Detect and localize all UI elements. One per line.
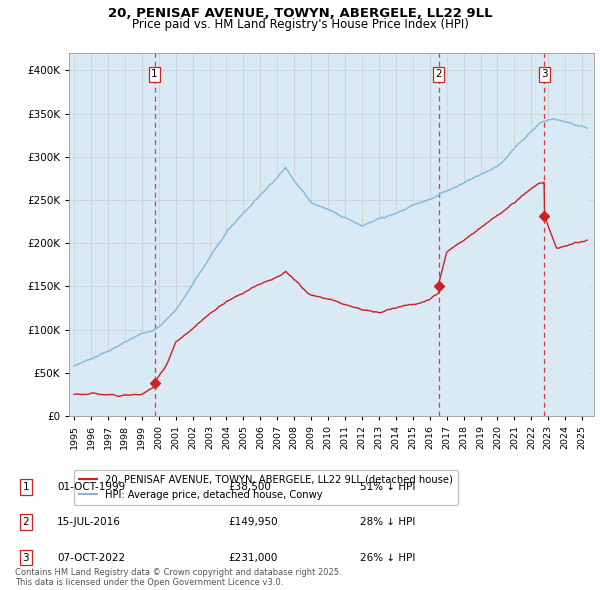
Text: £231,000: £231,000 xyxy=(228,553,277,562)
Text: £38,500: £38,500 xyxy=(228,482,271,491)
Text: 2: 2 xyxy=(22,517,29,527)
Legend: 20, PENISAF AVENUE, TOWYN, ABERGELE, LL22 9LL (detached house), HPI: Average pri: 20, PENISAF AVENUE, TOWYN, ABERGELE, LL2… xyxy=(74,470,458,505)
Text: 28% ↓ HPI: 28% ↓ HPI xyxy=(360,517,415,527)
Text: 3: 3 xyxy=(541,70,548,80)
Text: £149,950: £149,950 xyxy=(228,517,278,527)
Text: 20, PENISAF AVENUE, TOWYN, ABERGELE, LL22 9LL: 20, PENISAF AVENUE, TOWYN, ABERGELE, LL2… xyxy=(107,7,493,20)
Text: 1: 1 xyxy=(151,70,158,80)
Text: 3: 3 xyxy=(22,553,29,562)
Text: 51% ↓ HPI: 51% ↓ HPI xyxy=(360,482,415,491)
Text: 07-OCT-2022: 07-OCT-2022 xyxy=(57,553,125,562)
Text: 26% ↓ HPI: 26% ↓ HPI xyxy=(360,553,415,562)
Text: Contains HM Land Registry data © Crown copyright and database right 2025.
This d: Contains HM Land Registry data © Crown c… xyxy=(15,568,341,587)
Text: Price paid vs. HM Land Registry's House Price Index (HPI): Price paid vs. HM Land Registry's House … xyxy=(131,18,469,31)
Text: 2: 2 xyxy=(436,70,442,80)
Text: 15-JUL-2016: 15-JUL-2016 xyxy=(57,517,121,527)
Text: 01-OCT-1999: 01-OCT-1999 xyxy=(57,482,125,491)
Text: 1: 1 xyxy=(22,482,29,491)
